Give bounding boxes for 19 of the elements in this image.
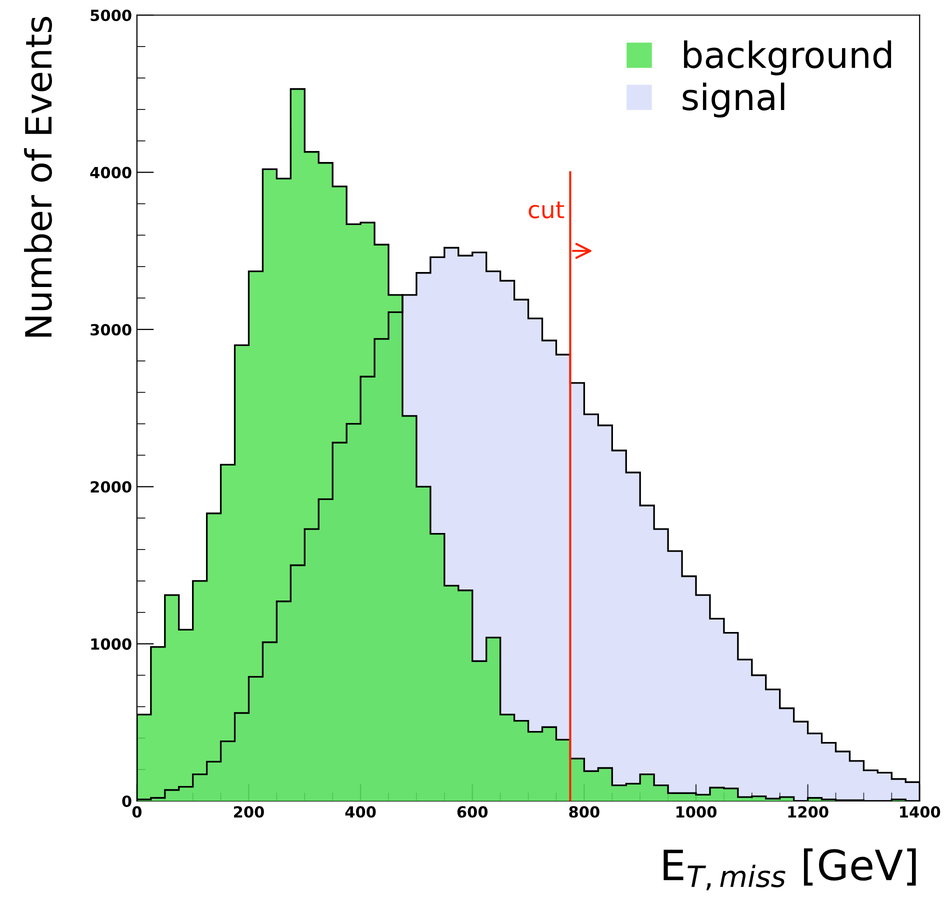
y-tick-label: 2000 (90, 481, 132, 493)
x-tick-label: 1400 (900, 806, 940, 818)
y-tick-label: 1000 (91, 638, 132, 650)
y-tick-label: 0 (122, 795, 132, 808)
x-axis-title: E$_{T,miss}$ [GeV] (664, 848, 916, 890)
x-tick-label: 200 (234, 806, 264, 818)
y-tick-label: 4000 (90, 166, 132, 178)
y-tick-label: 3000 (90, 324, 132, 336)
ref-line-label: cut (528, 202, 564, 218)
x-tick-label: 1000 (676, 806, 717, 818)
x-tick-label: 600 (457, 806, 488, 818)
x-tick-label: 800 (569, 806, 600, 818)
legend-label: background (684, 40, 892, 76)
x-tick-label: 1200 (788, 806, 828, 818)
legend-label: signal (682, 82, 784, 118)
x-tick-label: 0 (132, 806, 142, 818)
x-tick-label: 400 (345, 806, 376, 818)
y-axis-title: Number of Events (24, 16, 52, 337)
y-tick-label: 5000 (90, 10, 132, 22)
